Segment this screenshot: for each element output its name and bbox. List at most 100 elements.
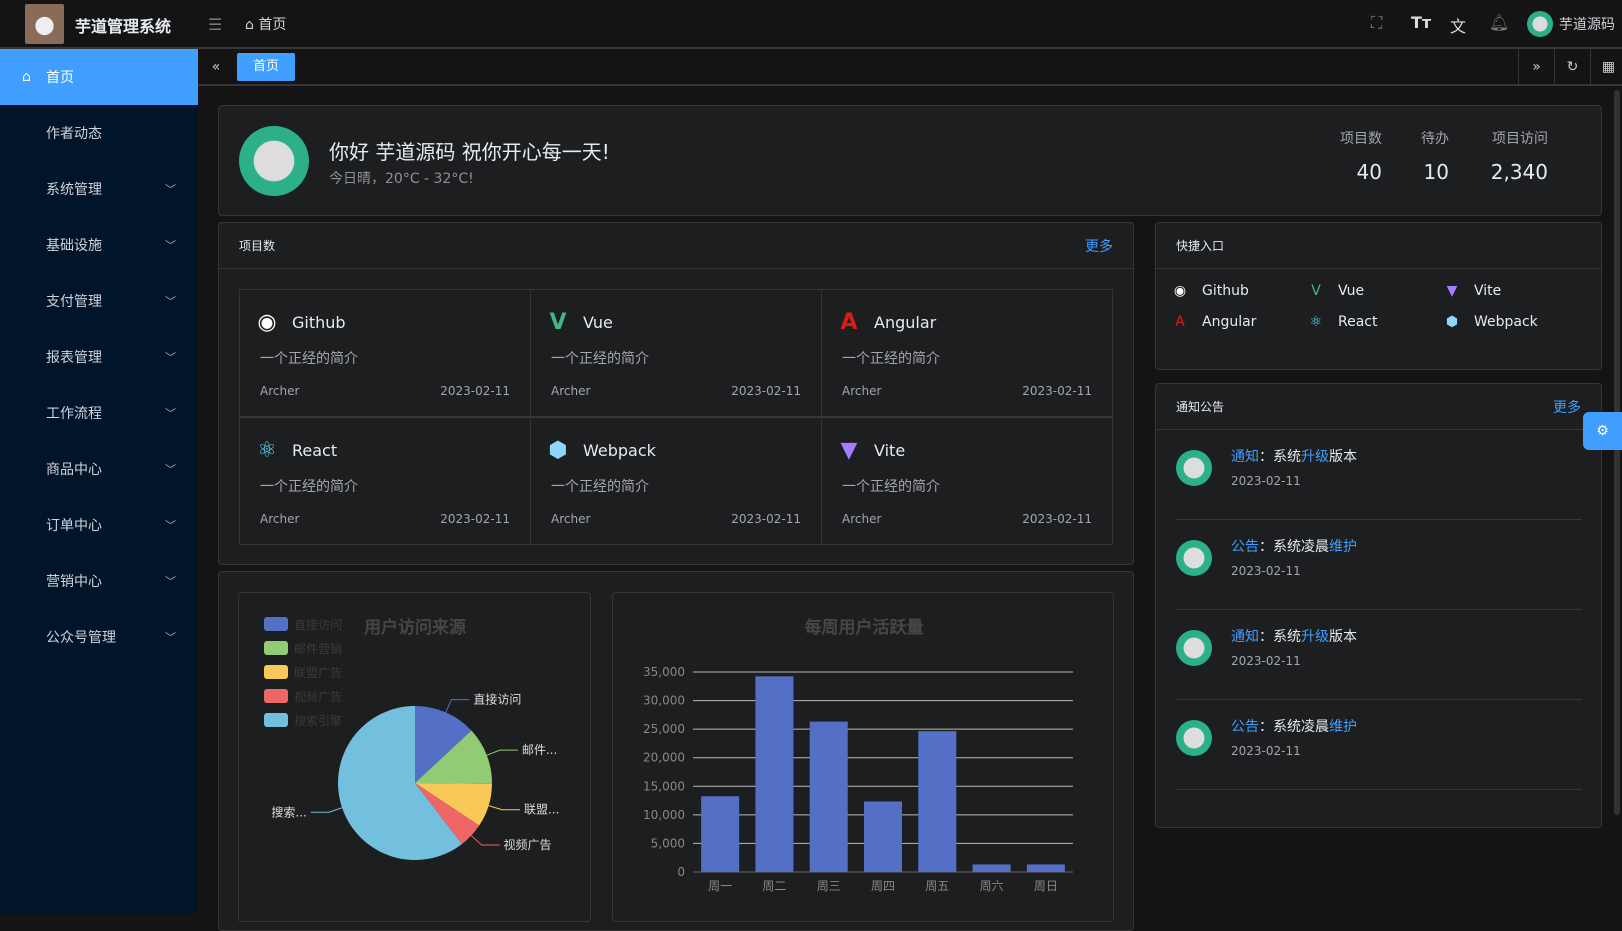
user-name: 芋道源码 bbox=[1559, 17, 1615, 33]
notice-item[interactable]: 公告：系统凌晨维护 2023-02-11 bbox=[1176, 520, 1582, 610]
sidebar-item-label: 支付管理 bbox=[46, 294, 102, 310]
app-title: 芋道管理系统 bbox=[75, 17, 172, 36]
y-tick-label: 25,000 bbox=[643, 722, 685, 736]
project-desc: 一个正经的简介 bbox=[551, 479, 649, 495]
pie-slice bbox=[415, 706, 472, 783]
quick-entry-label: Github bbox=[1202, 283, 1249, 299]
sidebar-item[interactable]: 商品中心 ﹀ bbox=[0, 441, 198, 497]
project-item[interactable]: ▼ Vite 一个正经的简介 Archer 2023-02-11 bbox=[821, 417, 1113, 545]
legend-label: 直接访问 bbox=[294, 617, 342, 632]
sidebar-item[interactable]: ⌂ 首页 bbox=[0, 49, 198, 105]
notice-highlight: 维护 bbox=[1329, 719, 1357, 735]
notice-date: 2023-02-11 bbox=[1231, 654, 1301, 668]
sidebar-item[interactable]: 报表管理 ﹀ bbox=[0, 329, 198, 385]
project-item[interactable]: ⬢ Webpack 一个正经的简介 Archer 2023-02-11 bbox=[530, 417, 822, 545]
project-name: Github bbox=[292, 313, 346, 332]
vite-icon: ▼ bbox=[840, 438, 858, 463]
notice-item[interactable]: 通知：系统升级版本 2023-02-11 bbox=[1176, 610, 1582, 700]
avatar bbox=[1176, 630, 1212, 666]
project-item[interactable]: ◉ Github 一个正经的简介 Archer 2023-02-11 bbox=[239, 289, 531, 417]
translate-icon[interactable]: 文 bbox=[1450, 17, 1467, 36]
bell-icon[interactable]: 🔔︎ bbox=[1489, 13, 1510, 32]
stat-label: 项目数 bbox=[1340, 131, 1382, 147]
legend-swatch bbox=[264, 665, 288, 679]
y-tick-label: 30,000 bbox=[643, 694, 685, 708]
project-date: 2023-02-11 bbox=[1022, 512, 1092, 526]
quick-entry-item[interactable]: V Vue bbox=[1308, 283, 1364, 299]
pie-slice bbox=[415, 783, 480, 845]
collapse-menu-icon[interactable]: ☰ bbox=[208, 15, 223, 34]
font-size-icon[interactable]: Tт bbox=[1411, 13, 1432, 32]
projects-card: 项目数 更多 ◉ Github 一个正经的简介 Archer 2023-02-11 V Vue… bbox=[218, 222, 1134, 565]
project-date: 2023-02-11 bbox=[731, 512, 801, 526]
notice-type: 公告 bbox=[1231, 719, 1259, 735]
stat: 待办 10 bbox=[1421, 128, 1449, 184]
projects-more-link[interactable]: 更多 bbox=[1085, 238, 1113, 255]
sidebar-item-label: 商品中心 bbox=[46, 462, 102, 478]
chevron-down-icon: ﹀ bbox=[165, 575, 176, 588]
welcome-card: 你好 芋道源码 祝你开心每一天! 今日晴，20°C - 32°C! 项目数 40 待… bbox=[218, 105, 1602, 216]
slice-label-line bbox=[470, 835, 500, 846]
quick-entry-item[interactable]: ◉ Github bbox=[1172, 283, 1249, 299]
legend-label: 视频广告 bbox=[294, 689, 342, 704]
top-header: 芋道管理系统 ☰ ⌂ 首页 ⛶ Tт 文 🔔︎ 芋道源码 bbox=[0, 0, 1622, 49]
project-item[interactable]: ⚛ React 一个正经的简介 Archer 2023-02-11 bbox=[239, 417, 531, 545]
legend-swatch bbox=[264, 689, 288, 703]
settings-gear-button[interactable]: ⚙ bbox=[1583, 412, 1622, 450]
sidebar-item[interactable]: 作者动态 bbox=[0, 105, 198, 161]
user-menu[interactable]: 芋道源码 bbox=[1527, 11, 1615, 37]
slice-label: 视频广告 bbox=[504, 837, 552, 852]
chevron-down-icon: ﹀ bbox=[165, 183, 176, 196]
tab-home[interactable]: 首页 bbox=[237, 53, 296, 81]
legend-label: 联盟广告 bbox=[294, 666, 342, 680]
quick-entry-item[interactable]: ⬢ Webpack bbox=[1444, 314, 1538, 330]
notice-item[interactable]: 公告：系统凌晨维护 2023-02-11 bbox=[1176, 700, 1582, 790]
quick-entry-item[interactable]: ⚛ React bbox=[1308, 314, 1378, 330]
scrollbar[interactable] bbox=[1614, 90, 1620, 815]
webpack-icon: ⬢ bbox=[1445, 314, 1459, 330]
react-icon: ⚛ bbox=[257, 438, 277, 463]
avatar-large bbox=[239, 126, 309, 196]
project-author: Archer bbox=[842, 384, 882, 398]
project-author: Archer bbox=[551, 384, 591, 398]
quick-entry-item[interactable]: A Angular bbox=[1172, 314, 1256, 330]
legend-swatch bbox=[264, 713, 288, 727]
project-author: Archer bbox=[842, 512, 882, 526]
project-item[interactable]: V Vue 一个正经的简介 Archer 2023-02-11 bbox=[530, 289, 822, 417]
project-item[interactable]: A Angular 一个正经的简介 Archer 2023-02-11 bbox=[821, 289, 1113, 417]
x-tick-label: 周日 bbox=[1034, 879, 1058, 893]
projects-title: 项目数 bbox=[239, 239, 276, 253]
stat-value: 2,340 bbox=[1490, 160, 1548, 184]
avatar bbox=[1527, 11, 1553, 37]
breadcrumb[interactable]: ⌂ 首页 bbox=[245, 14, 286, 34]
notice-more-link[interactable]: 更多 bbox=[1553, 399, 1581, 416]
bar-chart-box: 每周用户活跃量 0 5,000 10,000 15,000 20,000 25,000 30,… bbox=[612, 592, 1114, 922]
sidebar-item[interactable]: 工作流程 ﹀ bbox=[0, 385, 198, 441]
tab-bar: « 首页 » ↻ ▦ bbox=[198, 49, 1622, 86]
refresh-icon[interactable]: ↻ bbox=[1554, 49, 1590, 84]
sidebar-item[interactable]: 营销中心 ﹀ bbox=[0, 553, 198, 609]
scroll-left-icon[interactable]: « bbox=[211, 58, 221, 75]
sidebar-item[interactable]: 订单中心 ﹀ bbox=[0, 497, 198, 553]
sidebar-item[interactable]: 系统管理 ﹀ bbox=[0, 161, 198, 217]
sidebar-item-label: 营销中心 bbox=[46, 574, 102, 590]
notice-text: ：系统凌晨 bbox=[1259, 719, 1329, 735]
quick-entry-item[interactable]: ▼ Vite bbox=[1444, 283, 1502, 299]
home-icon: ⌂ bbox=[245, 17, 259, 33]
sidebar-item[interactable]: 公众号管理 ﹀ bbox=[0, 609, 198, 665]
notice-highlight: 维护 bbox=[1329, 539, 1357, 555]
pie-slice bbox=[338, 706, 462, 860]
notice-card: 通知公告 更多 通知：系统升级版本 2023-02-11 公告：系统凌晨维护 2023-… bbox=[1155, 383, 1602, 828]
project-desc: 一个正经的简介 bbox=[260, 479, 358, 495]
scroll-right-icon[interactable]: » bbox=[1518, 49, 1554, 84]
chevron-down-icon: ﹀ bbox=[165, 295, 176, 308]
fullscreen-icon[interactable]: ⛶ bbox=[1371, 13, 1383, 32]
notice-item[interactable]: 通知：系统升级版本 2023-02-11 bbox=[1176, 430, 1582, 520]
grid-menu-icon[interactable]: ▦ bbox=[1590, 49, 1622, 84]
notice-type: 通知 bbox=[1231, 629, 1259, 645]
notice-type: 公告 bbox=[1231, 539, 1259, 555]
chevron-down-icon: ﹀ bbox=[165, 407, 176, 420]
y-tick-label: 5,000 bbox=[651, 836, 685, 850]
sidebar-item[interactable]: 支付管理 ﹀ bbox=[0, 273, 198, 329]
sidebar-item[interactable]: 基础设施 ﹀ bbox=[0, 217, 198, 273]
